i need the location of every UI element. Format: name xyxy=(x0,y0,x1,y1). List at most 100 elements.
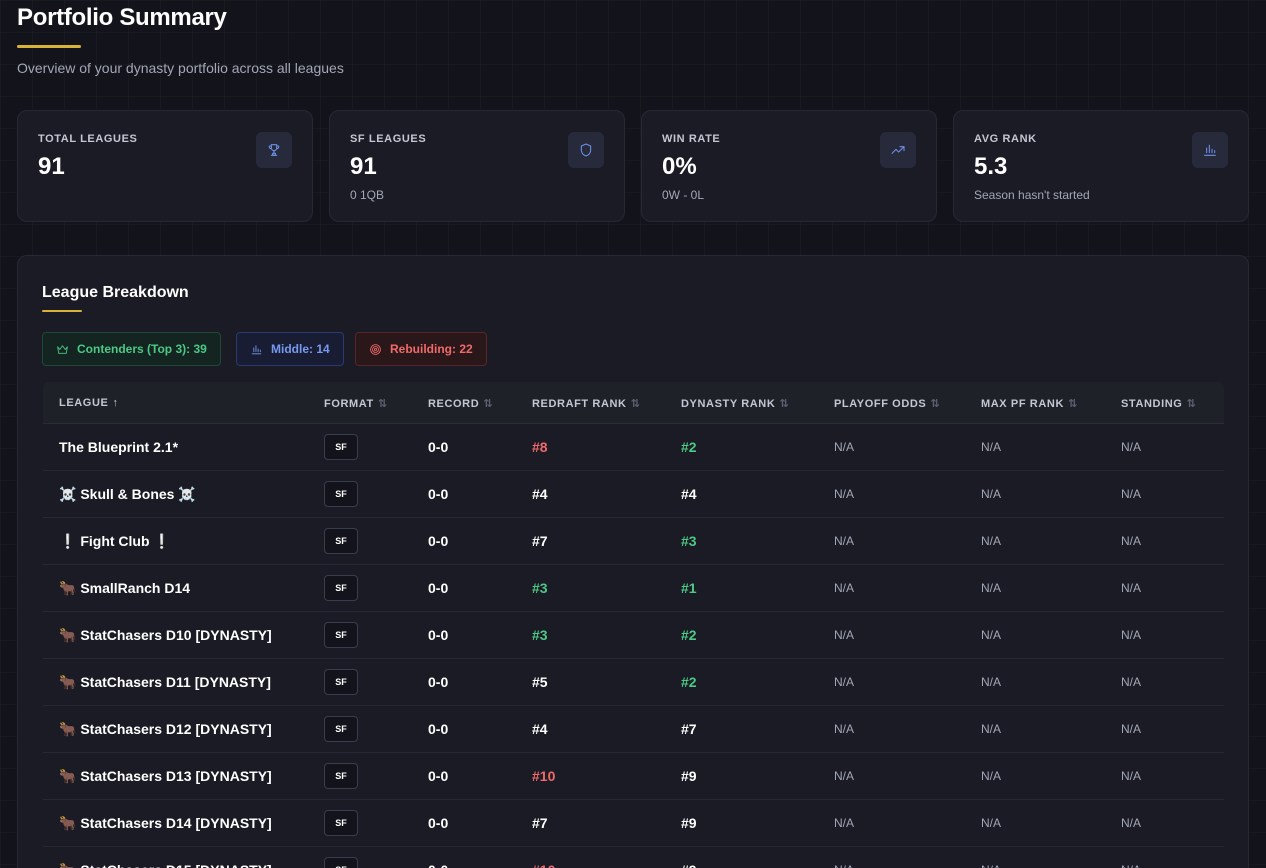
dynasty-rank: #9 xyxy=(681,815,697,831)
record: 0-0 xyxy=(428,815,449,831)
dynasty-rank: #9 xyxy=(681,847,697,868)
title-underline xyxy=(17,45,81,48)
table-body: The Blueprint 2.1* SF 0-0 #8 #2 N/A N/A N/A ☠️ S… xyxy=(43,424,1224,868)
crown-icon xyxy=(57,344,68,354)
dynasty-rank: #4 xyxy=(681,486,697,502)
redraft-rank: #3 xyxy=(532,627,548,643)
format-cell: SF xyxy=(324,612,358,658)
stat-value: 5.3 xyxy=(974,153,1008,180)
shield-icon xyxy=(568,132,604,168)
league-table: LEAGUE ↑ FORMAT ⇅ RECORD ⇅ REDRAFT RANK ⇅ DY… xyxy=(43,382,1224,868)
league-name[interactable]: 🐂 StatChasers D11 [DYNASTY] xyxy=(59,673,271,690)
redraft-rank: #4 xyxy=(532,721,548,737)
format-badge: SF xyxy=(324,716,358,742)
record: 0-0 xyxy=(428,627,449,643)
stat-label: WIN RATE xyxy=(662,133,721,145)
dynasty-rank: #2 xyxy=(681,439,697,455)
table-row[interactable]: 🐂 StatChasers D11 [DYNASTY] SF 0-0 #5 #2 N/A N… xyxy=(43,659,1224,706)
dynasty-rank: #2 xyxy=(681,627,697,643)
redraft-rank: #3 xyxy=(532,580,548,596)
max-pf-rank: N/A xyxy=(981,628,1002,642)
bar-chart-icon xyxy=(251,344,262,354)
league-name[interactable]: 🐂 SmallRanch D14 xyxy=(59,579,191,596)
playoff-odds: N/A xyxy=(834,722,855,736)
redraft-rank: #5 xyxy=(532,674,548,690)
column-header-league[interactable]: LEAGUE ↑ xyxy=(59,397,119,409)
max-pf-rank: N/A xyxy=(981,675,1002,689)
league-name[interactable]: 🐂 StatChasers D10 [DYNASTY] xyxy=(59,626,272,643)
trophy-icon xyxy=(256,132,292,168)
dynasty-rank: #7 xyxy=(681,721,697,737)
standing: N/A xyxy=(1121,847,1141,868)
standing: N/A xyxy=(1121,675,1142,689)
league-name[interactable]: 🐂 StatChasers D12 [DYNASTY] xyxy=(59,720,272,737)
league-name[interactable]: ☠️ Skull & Bones ☠️ xyxy=(59,485,196,502)
section-title: League Breakdown xyxy=(42,284,189,301)
column-header-redraft-rank[interactable]: REDRAFT RANK ⇅ xyxy=(532,397,641,411)
column-header-playoff-odds[interactable]: PLAYOFF ODDS ⇅ xyxy=(834,397,941,411)
dynasty-rank: #2 xyxy=(681,674,697,690)
sort-icon: ⇅ xyxy=(630,398,641,410)
sort-icon: ⇅ xyxy=(779,398,790,410)
table-row[interactable]: ❕ Fight Club ❕ SF 0-0 #7 #3 N/A N/A N/A xyxy=(43,518,1224,565)
dynasty-rank: #1 xyxy=(681,580,697,596)
standing: N/A xyxy=(1121,440,1142,454)
playoff-odds: N/A xyxy=(834,440,855,454)
playoff-odds: N/A xyxy=(834,816,855,830)
record: 0-0 xyxy=(428,439,449,455)
stat-card-avg-rank: AVG RANK 5.3 Season hasn't started xyxy=(953,110,1249,222)
filter-label: Middle: 14 xyxy=(271,342,330,356)
league-name[interactable]: 🐂 StatChasers D14 [DYNASTY] xyxy=(59,814,272,831)
max-pf-rank: N/A xyxy=(981,581,1002,595)
record: 0-0 xyxy=(428,580,449,596)
record: 0-0 xyxy=(428,674,449,690)
stat-value: 91 xyxy=(350,153,377,180)
format-badge: SF xyxy=(324,434,358,460)
playoff-odds: N/A xyxy=(834,534,855,548)
league-name[interactable]: 🐂 StatChasers D15 [DYNASTY] xyxy=(59,847,272,868)
redraft-rank: #4 xyxy=(532,486,548,502)
stat-value: 91 xyxy=(38,153,65,180)
filter-contenders[interactable]: Contenders (Top 3): 39 xyxy=(42,332,221,366)
table-row[interactable]: 🐂 StatChasers D13 [DYNASTY] SF 0-0 #10 #9 N/A… xyxy=(43,753,1224,800)
playoff-odds: N/A xyxy=(834,628,855,642)
page-title: Portfolio Summary xyxy=(17,4,227,31)
playoff-odds: N/A xyxy=(834,847,854,868)
format-cell: SF xyxy=(324,565,358,611)
column-header-dynasty-rank[interactable]: DYNASTY RANK ⇅ xyxy=(681,397,790,411)
sort-icon: ⇅ xyxy=(1068,398,1078,410)
table-row[interactable]: 🐂 StatChasers D15 [DYNASTY] SF 0-0 #10 #9 N/A… xyxy=(43,847,1224,868)
sort-icon: ⇅ xyxy=(1186,398,1197,410)
sort-asc-icon: ↑ xyxy=(112,397,119,409)
column-header-format[interactable]: FORMAT ⇅ xyxy=(324,397,388,411)
record: 0-0 xyxy=(428,533,449,549)
format-cell: SF xyxy=(324,847,358,868)
redraft-rank: #10 xyxy=(532,768,556,784)
format-badge: SF xyxy=(324,669,358,695)
league-name[interactable]: The Blueprint 2.1* xyxy=(59,439,179,455)
format-badge: SF xyxy=(324,481,358,507)
table-row[interactable]: ☠️ Skull & Bones ☠️ SF 0-0 #4 #4 N/A N/A N/A xyxy=(43,471,1224,518)
stat-sub: 0W - 0L xyxy=(662,188,705,202)
table-header: LEAGUE ↑ FORMAT ⇅ RECORD ⇅ REDRAFT RANK ⇅ DY… xyxy=(43,382,1224,424)
stat-label: AVG RANK xyxy=(974,133,1037,145)
filter-middle[interactable]: Middle: 14 xyxy=(236,332,344,366)
filter-rebuilding[interactable]: Rebuilding: 22 xyxy=(355,332,487,366)
max-pf-rank: N/A xyxy=(981,487,1002,501)
table-row[interactable]: The Blueprint 2.1* SF 0-0 #8 #2 N/A N/A N/A xyxy=(43,424,1224,471)
record: 0-0 xyxy=(428,847,448,868)
redraft-rank: #10 xyxy=(532,847,555,868)
league-breakdown-panel: League Breakdown Contenders (Top 3): 39 … xyxy=(17,255,1249,868)
column-header-record[interactable]: RECORD ⇅ xyxy=(428,397,494,411)
league-name[interactable]: ❕ Fight Club ❕ xyxy=(59,532,171,549)
stat-sub: 0 1QB xyxy=(350,188,385,202)
table-row[interactable]: 🐂 StatChasers D14 [DYNASTY] SF 0-0 #7 #9 N/A N… xyxy=(43,800,1224,847)
column-header-max-pf-rank[interactable]: MAX PF RANK ⇅ xyxy=(981,397,1078,411)
table-row[interactable]: 🐂 StatChasers D12 [DYNASTY] SF 0-0 #4 #7 N/A N… xyxy=(43,706,1224,753)
format-badge: SF xyxy=(324,622,358,648)
format-cell: SF xyxy=(324,753,358,799)
table-row[interactable]: 🐂 SmallRanch D14 SF 0-0 #3 #1 N/A N/A N/A xyxy=(43,565,1224,612)
league-name[interactable]: 🐂 StatChasers D13 [DYNASTY] xyxy=(59,767,272,784)
table-row[interactable]: 🐂 StatChasers D10 [DYNASTY] SF 0-0 #3 #2 N/A N… xyxy=(43,612,1224,659)
column-header-standing[interactable]: STANDING ⇅ xyxy=(1121,397,1197,411)
